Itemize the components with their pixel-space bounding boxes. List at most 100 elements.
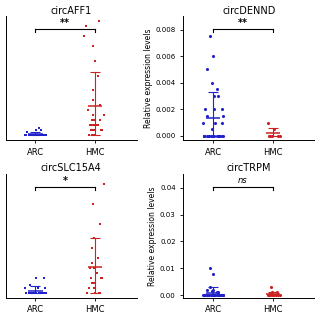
Point bbox=[210, 54, 215, 59]
Point bbox=[276, 133, 281, 139]
Point bbox=[210, 127, 215, 132]
Point bbox=[43, 132, 48, 138]
Y-axis label: Relative expression levels: Relative expression levels bbox=[148, 186, 157, 286]
Point bbox=[97, 221, 102, 226]
Point bbox=[30, 290, 36, 295]
Point bbox=[98, 276, 103, 281]
Point bbox=[92, 132, 97, 138]
Point bbox=[101, 181, 106, 187]
Point bbox=[211, 133, 216, 139]
Point bbox=[205, 113, 210, 118]
Point bbox=[39, 132, 44, 138]
Point bbox=[267, 292, 272, 298]
Point bbox=[42, 132, 47, 138]
Point bbox=[90, 117, 95, 123]
Point bbox=[88, 127, 93, 132]
Point bbox=[34, 290, 39, 295]
Point bbox=[210, 292, 215, 298]
Point bbox=[85, 108, 91, 113]
Point bbox=[208, 34, 213, 39]
Point bbox=[212, 133, 217, 139]
Point bbox=[24, 132, 29, 138]
Point bbox=[269, 292, 274, 298]
Point bbox=[92, 117, 97, 123]
Point bbox=[33, 132, 38, 138]
Point bbox=[42, 132, 47, 138]
Point bbox=[219, 133, 224, 139]
Point bbox=[210, 80, 215, 85]
Point bbox=[24, 132, 29, 138]
Point bbox=[212, 292, 217, 298]
Point bbox=[91, 88, 96, 93]
Point bbox=[213, 292, 218, 298]
Point bbox=[209, 133, 214, 139]
Point bbox=[219, 107, 224, 112]
Point bbox=[82, 34, 87, 39]
Point bbox=[34, 132, 39, 138]
Point bbox=[276, 292, 281, 298]
Point bbox=[100, 276, 105, 281]
Point bbox=[214, 133, 220, 139]
Point bbox=[91, 44, 96, 49]
Point bbox=[88, 266, 93, 271]
Point bbox=[277, 133, 283, 139]
Point bbox=[221, 133, 226, 139]
Point bbox=[92, 123, 97, 128]
Point bbox=[92, 127, 97, 132]
Point bbox=[202, 292, 207, 298]
Point bbox=[201, 292, 206, 298]
Point bbox=[33, 132, 38, 138]
Point bbox=[92, 236, 97, 241]
Point bbox=[32, 290, 37, 295]
Point bbox=[97, 117, 102, 123]
Point bbox=[206, 292, 211, 298]
Point bbox=[208, 284, 213, 290]
Point bbox=[23, 285, 28, 291]
Point bbox=[23, 132, 28, 138]
Point bbox=[36, 125, 42, 130]
Point bbox=[28, 132, 33, 138]
Point bbox=[268, 284, 273, 290]
Point bbox=[31, 132, 36, 138]
Point bbox=[205, 133, 211, 139]
Point bbox=[42, 290, 47, 295]
Point bbox=[90, 127, 95, 132]
Title: circDENND: circDENND bbox=[222, 5, 276, 16]
Point bbox=[96, 123, 101, 128]
Point bbox=[212, 292, 217, 298]
Point bbox=[28, 290, 33, 295]
Y-axis label: Relative expression levels: Relative expression levels bbox=[144, 28, 153, 128]
Point bbox=[200, 292, 205, 298]
Point bbox=[38, 127, 43, 132]
Point bbox=[91, 98, 96, 103]
Point bbox=[214, 292, 220, 298]
Point bbox=[43, 132, 48, 138]
Point bbox=[24, 290, 29, 295]
Point bbox=[268, 291, 273, 296]
Point bbox=[27, 132, 32, 138]
Point bbox=[215, 133, 220, 139]
Point bbox=[217, 133, 222, 139]
Title: circSLC15A4: circSLC15A4 bbox=[41, 164, 101, 173]
Text: **: ** bbox=[60, 18, 70, 28]
Point bbox=[219, 292, 224, 298]
Point bbox=[101, 113, 106, 118]
Point bbox=[90, 132, 95, 138]
Point bbox=[274, 292, 279, 298]
Point bbox=[217, 292, 222, 298]
Point bbox=[37, 290, 42, 295]
Point bbox=[220, 113, 225, 118]
Point bbox=[33, 290, 38, 295]
Point bbox=[214, 290, 219, 295]
Point bbox=[220, 120, 225, 125]
Point bbox=[31, 290, 36, 295]
Point bbox=[42, 276, 47, 281]
Point bbox=[202, 133, 207, 139]
Point bbox=[43, 285, 48, 291]
Point bbox=[86, 132, 91, 138]
Point bbox=[27, 132, 32, 138]
Point bbox=[201, 133, 206, 139]
Point bbox=[275, 290, 280, 295]
Point bbox=[88, 123, 93, 128]
Point bbox=[89, 261, 94, 266]
